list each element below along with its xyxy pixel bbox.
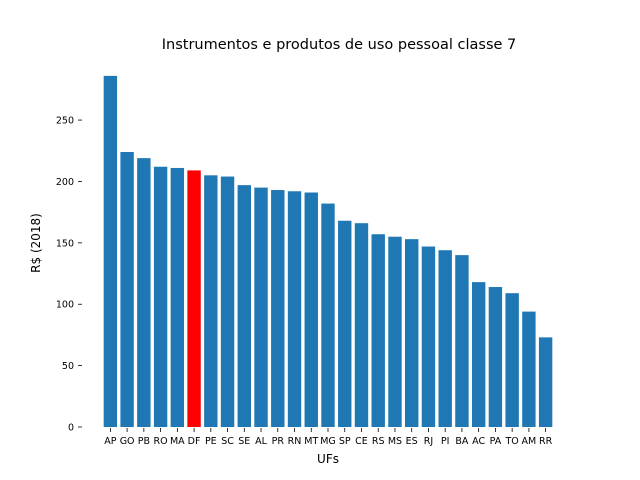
- bars-group: [103, 75, 553, 428]
- y-tick-label-0: 0: [68, 423, 74, 434]
- bar-to: [505, 293, 519, 427]
- x-tick-label-rr: RR: [539, 436, 553, 447]
- x-tick-label-pa: PA: [490, 436, 502, 447]
- bar-ba: [455, 255, 469, 427]
- x-tick-label-sc: SC: [221, 436, 234, 447]
- bar-go: [120, 152, 134, 427]
- bar-sp: [338, 220, 352, 427]
- x-tick-label-se: SE: [238, 436, 250, 447]
- x-tick-label-ma: MA: [170, 436, 185, 447]
- bar-ac: [471, 282, 486, 427]
- y-tick-label-50: 50: [62, 361, 74, 372]
- bar-pr: [271, 190, 285, 427]
- bar-df: [187, 170, 201, 427]
- bar-pa: [488, 287, 503, 427]
- bar-pe: [204, 175, 218, 427]
- bar-rr: [538, 337, 553, 427]
- x-axis-ticks: AP GO PB RO MA DF PE SC SE AL PR RN MT MG SP CE RS MS ES RJ…: [104, 428, 553, 447]
- x-tick-label-df: DF: [188, 436, 201, 447]
- x-tick-label-rj: RJ: [424, 436, 433, 447]
- x-tick-label-sp: SP: [339, 436, 351, 447]
- bar-ro: [153, 166, 168, 428]
- bar-ap: [103, 75, 118, 427]
- x-tick-label-ro: RO: [154, 436, 168, 447]
- y-tick-label-200: 200: [56, 177, 74, 188]
- x-tick-label-ba: BA: [455, 436, 469, 447]
- y-tick-label-150: 150: [56, 238, 74, 249]
- bar-am: [522, 311, 536, 427]
- x-tick-label-pi: PI: [441, 436, 450, 447]
- x-tick-label-mt: MT: [304, 436, 318, 447]
- x-axis-label: UFs: [317, 452, 339, 466]
- bar-es: [405, 239, 419, 427]
- bar-ce: [354, 223, 369, 427]
- chart-title: Instrumentos e produtos de uso pessoal c…: [162, 37, 517, 53]
- bar-ma: [170, 167, 185, 427]
- bar-mt: [304, 192, 318, 427]
- y-tick-label-250: 250: [56, 116, 74, 127]
- x-tick-label-go: GO: [120, 436, 135, 447]
- x-tick-label-ms: MS: [388, 436, 402, 447]
- y-tick-label-100: 100: [56, 300, 74, 311]
- bar-mg: [321, 203, 335, 427]
- bar-se: [237, 185, 251, 427]
- bar-rs: [371, 234, 385, 427]
- x-tick-label-rs: RS: [372, 436, 385, 447]
- x-tick-label-pb: PB: [138, 436, 150, 447]
- bar-pi: [438, 250, 452, 427]
- x-tick-label-pe: PE: [205, 436, 217, 447]
- bar-rj: [421, 246, 436, 427]
- x-tick-label-ap: AP: [104, 436, 116, 447]
- bar-rn: [287, 191, 302, 427]
- x-tick-label-es: ES: [406, 436, 418, 447]
- y-axis-label: R$ (2018): [29, 213, 43, 273]
- bar-ms: [388, 236, 402, 427]
- x-tick-label-rn: RN: [288, 436, 302, 447]
- x-tick-label-am: AM: [522, 436, 537, 447]
- x-tick-label-ac: AC: [472, 436, 485, 447]
- x-tick-label-pr: PR: [272, 436, 285, 447]
- bar-sc: [220, 176, 235, 427]
- x-tick-label-mg: MG: [320, 436, 336, 447]
- y-axis-ticks: 0 50 100 150 200 250: [56, 116, 82, 434]
- bar-al: [254, 187, 268, 427]
- bar-pb: [137, 158, 151, 427]
- x-tick-label-to: TO: [505, 436, 519, 447]
- x-tick-label-ce: CE: [355, 436, 368, 447]
- x-tick-label-al: AL: [255, 436, 267, 447]
